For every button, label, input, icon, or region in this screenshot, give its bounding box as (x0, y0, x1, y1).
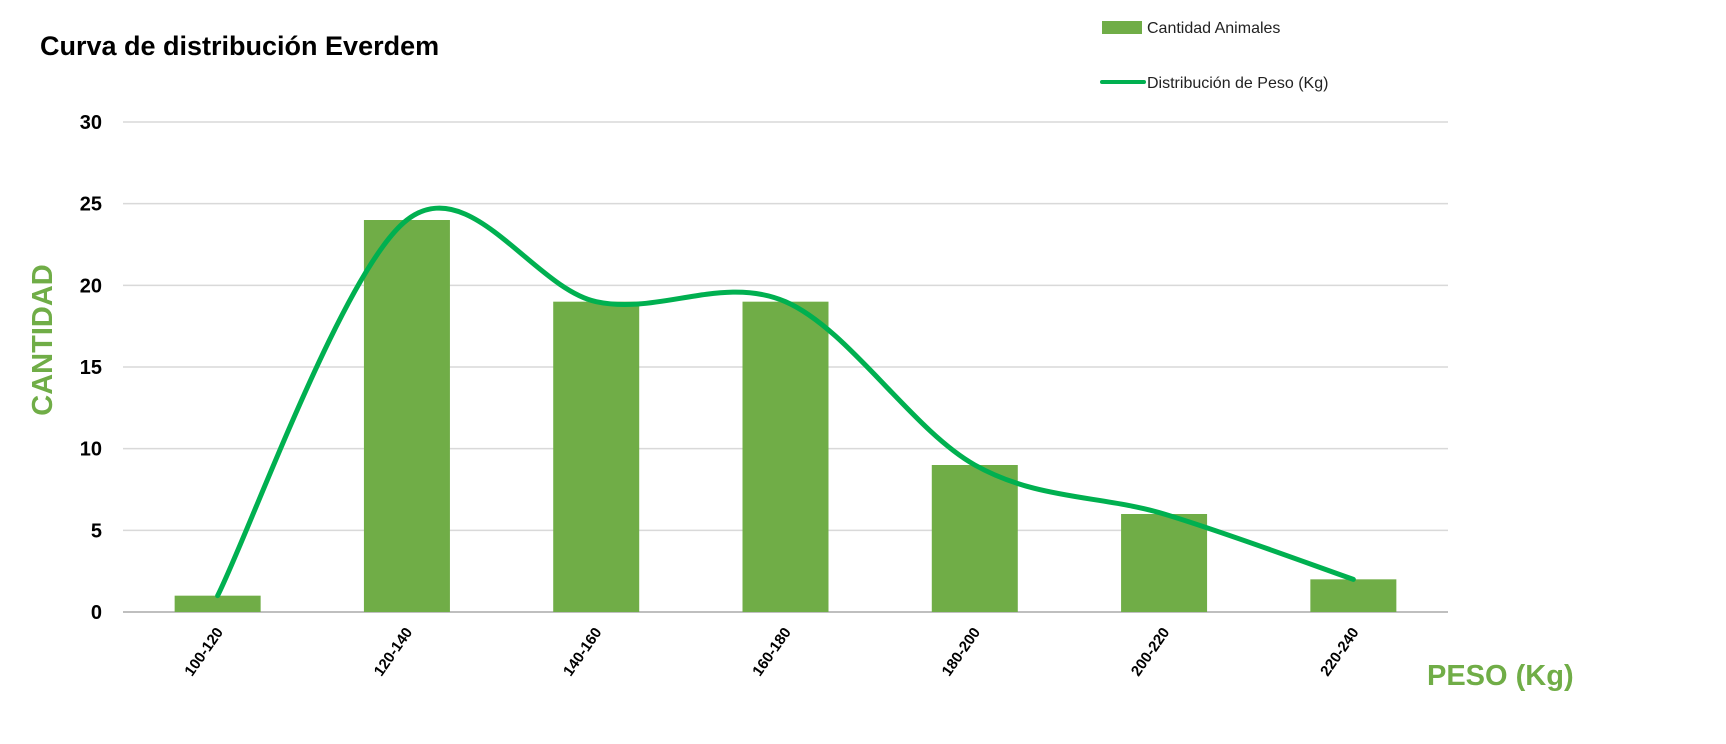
x-tick-label: 220-240 (1317, 625, 1363, 680)
gridlines (123, 121, 1448, 613)
legend-bar-label: Cantidad Animales (1147, 20, 1280, 37)
y-tick-label: 15 (80, 357, 102, 379)
legend-bar-swatch (1102, 21, 1142, 34)
x-axis-title: PESO (Kg) (1427, 660, 1574, 692)
y-tick-labels: 0 5 10 15 20 25 30 (80, 112, 102, 624)
distribution-line (215, 205, 1356, 599)
x-tick-label: 100-120 (181, 625, 227, 680)
bar (1121, 514, 1208, 612)
x-tick-label: 180-200 (939, 625, 985, 680)
bar (931, 465, 1018, 612)
x-tick-labels: 100-120 120-140 140-160 160-180 180-200 200-2… (181, 625, 1362, 680)
y-tick-label: 0 (91, 602, 102, 624)
y-tick-label: 10 (80, 439, 102, 461)
y-tick-label: 5 (91, 520, 102, 542)
y-axis-title: CANTIDAD (27, 264, 59, 415)
line-series (215, 205, 1356, 599)
bar (1310, 579, 1397, 612)
x-tick-label: 200-220 (1128, 625, 1174, 680)
x-tick-label: 120-140 (371, 625, 417, 680)
bar (363, 220, 450, 612)
y-tick-label: 30 (80, 112, 102, 134)
bar (742, 301, 829, 612)
legend-line-label: Distribución de Peso (Kg) (1147, 75, 1328, 92)
legend: Cantidad Animales Distribución de Peso (… (1100, 20, 1328, 92)
x-tick-label: 140-160 (560, 625, 606, 680)
y-tick-label: 20 (80, 275, 102, 297)
bar (174, 595, 261, 612)
bar-series (174, 220, 1397, 612)
x-tick-label: 160-180 (749, 625, 795, 680)
y-tick-label: 25 (80, 194, 102, 216)
chart-title: Curva de distribución Everdem (40, 31, 439, 61)
bar (553, 301, 640, 612)
